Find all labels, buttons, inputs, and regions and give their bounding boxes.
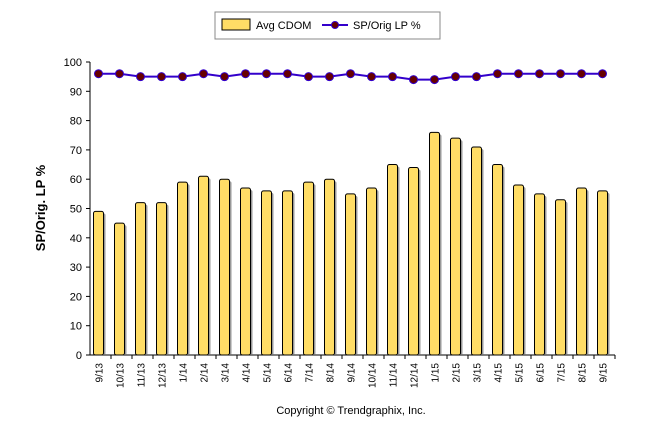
bar — [576, 187, 587, 356]
bar — [219, 178, 230, 356]
bar — [597, 190, 608, 356]
legend-bar-swatch — [221, 18, 251, 31]
line-point — [367, 72, 376, 82]
y-tick-label: 90 — [70, 86, 82, 98]
bar — [240, 187, 251, 356]
line-point — [178, 72, 187, 82]
x-tick-label: 5/15 — [515, 363, 526, 383]
line-point — [514, 69, 523, 79]
x-tick-label: 9/14 — [347, 363, 358, 383]
x-tick-label: 3/15 — [473, 363, 484, 383]
bar — [534, 193, 545, 356]
line-point — [262, 69, 271, 79]
line-point — [472, 72, 481, 82]
y-tick-label: 40 — [70, 233, 82, 245]
y-tick-label: 30 — [70, 262, 82, 274]
bar — [366, 187, 377, 356]
line-point — [136, 72, 145, 82]
x-tick-label: 12/14 — [410, 363, 421, 388]
legend-line-marker — [331, 21, 339, 29]
bar — [261, 190, 272, 356]
y-tick-label: 20 — [70, 291, 82, 303]
line-point — [451, 72, 460, 82]
bar — [156, 202, 167, 356]
x-tick-label: 2/14 — [200, 363, 211, 383]
line-point — [157, 72, 166, 82]
x-tick-label: 12/13 — [158, 363, 169, 388]
line-point — [304, 72, 313, 82]
x-tick-label: 1/15 — [431, 363, 442, 383]
line-point — [220, 72, 229, 82]
line-point — [577, 69, 586, 79]
x-tick-label: 10/13 — [116, 363, 127, 388]
bar — [93, 210, 104, 356]
y-tick-label: 0 — [76, 350, 82, 362]
bar — [198, 175, 209, 356]
bar — [303, 181, 314, 356]
x-tick-label: 2/15 — [452, 363, 463, 383]
x-tick-label: 10/14 — [368, 363, 379, 388]
bar — [324, 178, 335, 356]
line-point — [325, 72, 334, 82]
x-tick-label: 8/14 — [326, 363, 337, 383]
x-tick-label: 6/14 — [284, 363, 295, 383]
line-point — [283, 69, 292, 79]
x-tick-label: 7/14 — [305, 363, 316, 383]
bar — [471, 146, 482, 356]
x-tick-label: 11/13 — [137, 363, 148, 388]
x-tick-label: 8/15 — [578, 363, 589, 383]
line-point — [493, 69, 502, 79]
y-tick-label: 80 — [70, 116, 82, 128]
bar — [177, 181, 188, 356]
line-point — [115, 69, 124, 79]
line-point — [388, 72, 397, 82]
x-tick-label: 1/14 — [179, 363, 190, 383]
legend-label-line: SP/Orig LP % — [353, 20, 421, 32]
bar — [513, 184, 524, 356]
bar — [282, 190, 293, 356]
line-point — [430, 75, 439, 85]
line-point — [409, 75, 418, 85]
copyright: Copyright © Trendgraphix, Inc. — [276, 405, 425, 417]
line-point — [241, 69, 250, 79]
line-point — [556, 69, 565, 79]
bar — [429, 131, 440, 356]
x-tick-label: 9/13 — [95, 363, 106, 383]
x-tick-label: 6/15 — [536, 363, 547, 383]
bar — [387, 164, 398, 356]
y-axis-label: SP/Orig. LP % — [33, 164, 48, 251]
line-point — [346, 69, 355, 79]
y-tick-label: 100 — [64, 57, 82, 69]
legend-label-bar: Avg CDOM — [256, 20, 311, 32]
bar — [408, 166, 419, 356]
line-point — [199, 69, 208, 79]
bar — [450, 137, 461, 356]
bar — [555, 199, 566, 356]
y-tick-label: 50 — [70, 204, 82, 216]
bar — [492, 164, 503, 356]
line-point — [94, 69, 103, 79]
y-tick-label: 10 — [70, 321, 82, 333]
line-point — [598, 69, 607, 79]
x-tick-label: 7/15 — [557, 363, 568, 383]
x-tick-label: 9/15 — [599, 363, 610, 383]
x-tick-label: 4/15 — [494, 363, 505, 383]
y-tick-label: 70 — [70, 145, 82, 157]
x-tick-label: 5/14 — [263, 363, 274, 383]
x-tick-label: 11/14 — [389, 363, 400, 388]
bar — [114, 222, 125, 356]
x-tick-label: 3/14 — [221, 363, 232, 383]
legend: Avg CDOM SP/Orig LP % — [214, 11, 441, 40]
y-tick-label: 60 — [70, 174, 82, 186]
x-tick-label: 4/14 — [242, 363, 253, 383]
line-point — [535, 69, 544, 79]
bar — [345, 193, 356, 356]
bar — [135, 202, 146, 356]
